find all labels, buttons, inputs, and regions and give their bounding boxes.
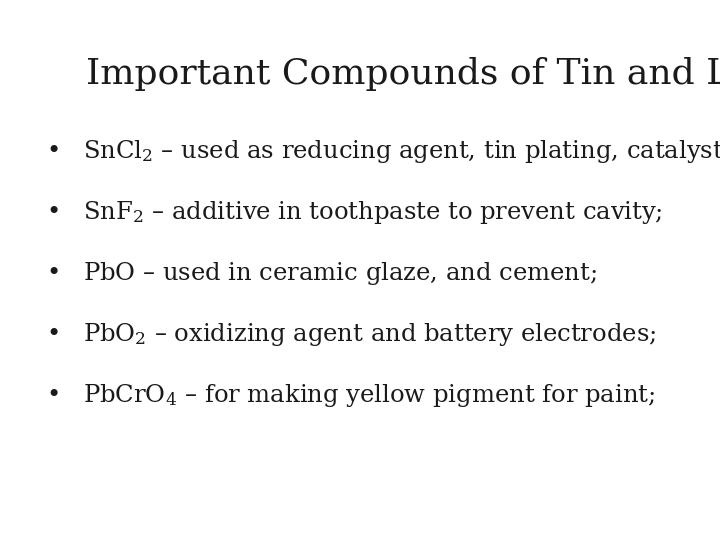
Text: •: • [47, 262, 61, 285]
Text: •: • [47, 140, 61, 163]
Text: $\mathregular{PbCrO_4}$ – for making yellow pigment for paint;: $\mathregular{PbCrO_4}$ – for making yel… [83, 382, 655, 409]
Text: $\mathregular{PbO_2}$ – oxidizing agent and battery electrodes;: $\mathregular{PbO_2}$ – oxidizing agent … [83, 321, 656, 348]
Text: $\mathregular{SnF_2}$ – additive in toothpaste to prevent cavity;: $\mathregular{SnF_2}$ – additive in toot… [83, 199, 662, 226]
Text: •: • [47, 384, 61, 407]
Text: $\mathregular{PbO}$ – used in ceramic glaze, and cement;: $\mathregular{PbO}$ – used in ceramic gl… [83, 260, 597, 287]
Text: $\mathregular{SnCl_2}$ – used as reducing agent, tin plating, catalyst;: $\mathregular{SnCl_2}$ – used as reducin… [83, 138, 720, 165]
Text: •: • [47, 323, 61, 346]
Text: Important Compounds of Tin and Lead: Important Compounds of Tin and Lead [86, 57, 720, 91]
Text: •: • [47, 201, 61, 224]
